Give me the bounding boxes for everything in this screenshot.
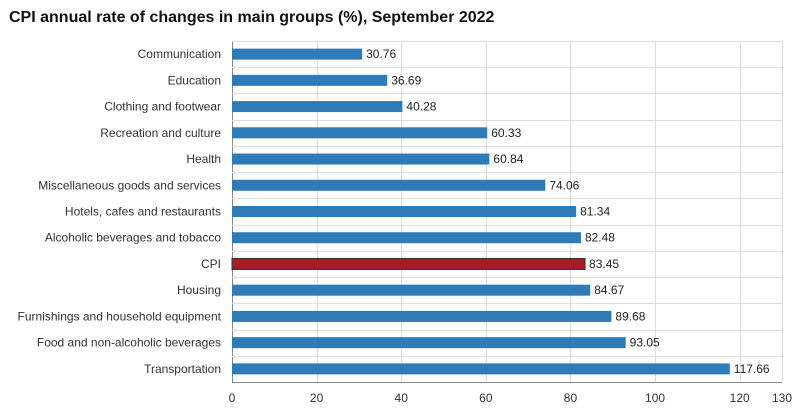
category-label: Housing bbox=[177, 283, 221, 297]
bars bbox=[231, 48, 730, 375]
x-tick-label: 100 bbox=[645, 391, 665, 405]
bar-miscellaneous-goods-and-services bbox=[232, 179, 546, 191]
bar-communication bbox=[232, 48, 363, 60]
bar-recreation-and-culture bbox=[232, 127, 488, 139]
x-tick-label: 130 bbox=[772, 391, 792, 405]
value-label: 81.34 bbox=[580, 205, 610, 219]
x-tick-label: 120 bbox=[730, 391, 750, 405]
value-label: 84.67 bbox=[594, 283, 624, 297]
bar-cpi bbox=[231, 257, 586, 270]
x-tick-label: 40 bbox=[395, 391, 409, 405]
category-label: Hotels, cafes and restaurants bbox=[65, 205, 221, 219]
x-tick-label: 80 bbox=[564, 391, 578, 405]
bar-housing bbox=[232, 284, 591, 296]
category-label: Education bbox=[168, 73, 221, 87]
value-label: 82.48 bbox=[585, 231, 615, 245]
bar-furnishings-and-household-equipment bbox=[232, 310, 612, 322]
category-label: Communication bbox=[138, 47, 221, 61]
value-label: 36.69 bbox=[391, 73, 421, 87]
value-label: 30.76 bbox=[366, 47, 396, 61]
category-label: Clothing and footwear bbox=[104, 100, 221, 114]
chart-title: CPI annual rate of changes in main group… bbox=[9, 9, 495, 26]
category-label: Health bbox=[186, 152, 221, 166]
bar-food-and-non-alcoholic-beverages bbox=[232, 337, 626, 349]
value-label: 117.66 bbox=[734, 362, 770, 376]
bar-hotels-cafes-and-restaurants bbox=[232, 206, 577, 217]
bar-health bbox=[232, 153, 490, 165]
x-axis-ticks: 0 20 40 60 80 100 120 130 bbox=[229, 391, 793, 405]
bar-education bbox=[232, 74, 388, 86]
value-label: 60.33 bbox=[491, 126, 521, 140]
category-label: Alcoholic beverages and tobacco bbox=[45, 231, 221, 245]
bar-clothing-and-footwear bbox=[232, 101, 403, 113]
x-tick-label: 60 bbox=[479, 391, 493, 405]
value-label: 60.84 bbox=[493, 152, 523, 166]
category-labels: Communication Education Clothing and footw… bbox=[18, 47, 222, 376]
category-label: Furnishings and household equipment bbox=[18, 309, 222, 323]
category-label: Miscellaneous goods and services bbox=[38, 178, 221, 192]
category-label: Transportation bbox=[144, 362, 221, 376]
category-label: Food and non-alcoholic beverages bbox=[37, 336, 221, 350]
value-label: 93.05 bbox=[630, 336, 660, 350]
value-label: 83.45 bbox=[589, 257, 619, 271]
category-label: Recreation and culture bbox=[100, 126, 221, 140]
bar-alcoholic-beverages-and-tobacco bbox=[232, 232, 581, 244]
x-tick-label: 0 bbox=[229, 391, 236, 405]
bar-transportation bbox=[232, 363, 730, 375]
x-tick-label: 20 bbox=[310, 391, 324, 405]
category-label: CPI bbox=[201, 257, 221, 271]
value-label: 40.28 bbox=[406, 100, 436, 114]
value-label: 74.06 bbox=[549, 178, 579, 192]
value-label: 89.68 bbox=[615, 309, 645, 323]
